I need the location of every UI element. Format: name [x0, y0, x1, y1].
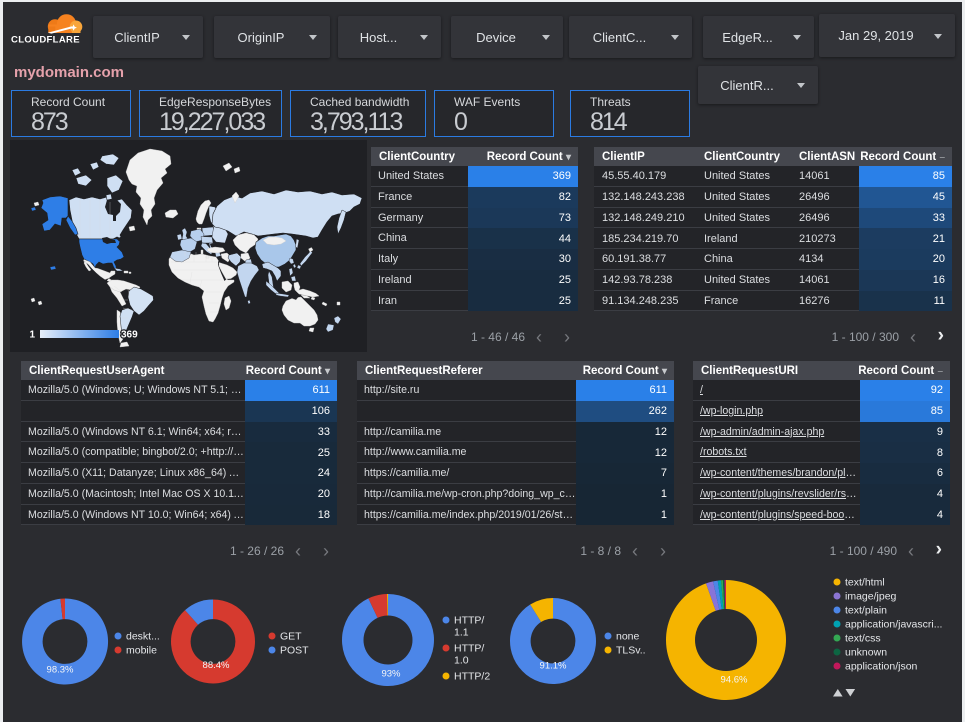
svg-text:HTTP/2: HTTP/2	[454, 671, 490, 683]
svg-text:1: 1	[29, 330, 35, 341]
svg-text:CLOUDFLARE: CLOUDFLARE	[11, 35, 80, 46]
svg-text:text/html: text/html	[845, 577, 885, 589]
svg-text:93%: 93%	[381, 669, 401, 680]
svg-text:text/css: text/css	[845, 633, 881, 645]
svg-text:POST: POST	[280, 645, 309, 657]
svg-text:98.3%: 98.3%	[47, 665, 74, 676]
svg-text:1.0: 1.0	[454, 655, 469, 667]
svg-text:88.4%: 88.4%	[203, 660, 230, 671]
svg-text:text/plain: text/plain	[845, 605, 887, 617]
svg-text:369: 369	[121, 330, 138, 341]
svg-text:unknown: unknown	[845, 647, 887, 659]
svg-text:deskt...: deskt...	[126, 631, 160, 643]
svg-text:mobile: mobile	[126, 645, 157, 657]
svg-text:GET: GET	[280, 631, 302, 643]
svg-text:image/jpeg: image/jpeg	[845, 591, 897, 603]
svg-text:TLSv..: TLSv..	[616, 645, 646, 657]
svg-text:HTTP/: HTTP/	[454, 615, 484, 627]
svg-text:application/javascri...: application/javascri...	[845, 619, 942, 631]
svg-text:94.6%: 94.6%	[721, 675, 748, 686]
svg-text:HTTP/: HTTP/	[454, 643, 484, 655]
svg-text:application/json: application/json	[845, 661, 918, 673]
svg-text:1.1: 1.1	[454, 627, 469, 639]
svg-text:91.1%: 91.1%	[540, 661, 567, 672]
svg-text:none: none	[616, 631, 640, 643]
